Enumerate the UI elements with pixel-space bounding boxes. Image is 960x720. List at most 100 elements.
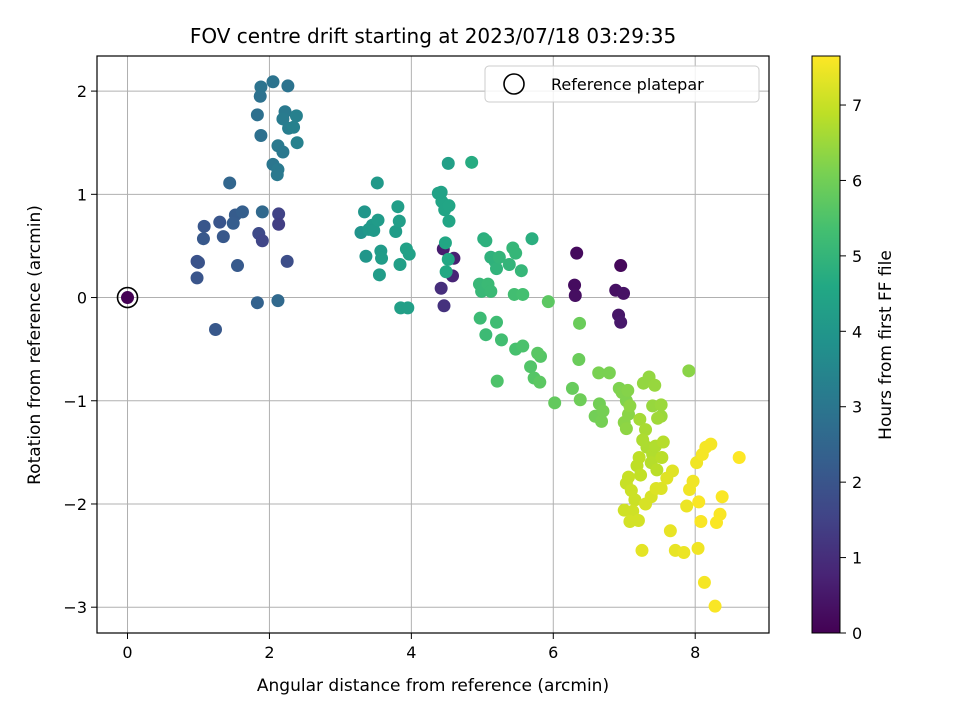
- data-point: [509, 246, 523, 260]
- data-point: [484, 284, 498, 298]
- data-point: [656, 435, 670, 449]
- x-tick-label: 4: [406, 643, 416, 662]
- data-point: [732, 451, 746, 465]
- x-axis-label: Angular distance from reference (arcmin): [257, 676, 609, 696]
- plot-frame: [96, 55, 770, 634]
- data-point: [602, 366, 616, 380]
- chart-title: FOV centre drift starting at 2023/07/18 …: [190, 24, 676, 48]
- y-ticks: −3 −2 −1 0 1 2: [63, 82, 97, 617]
- data-point: [190, 271, 204, 285]
- data-point: [635, 543, 649, 557]
- data-point: [617, 286, 631, 300]
- data-point: [358, 205, 372, 219]
- data-point: [276, 145, 290, 159]
- data-point: [704, 437, 718, 451]
- data-point: [272, 217, 286, 231]
- data-point: [392, 214, 406, 228]
- x-ticks: 0 2 4 6 8: [122, 633, 700, 662]
- data-point: [568, 288, 582, 302]
- data-point: [479, 234, 493, 248]
- y-tick-label: −1: [63, 392, 87, 411]
- data-point: [568, 278, 582, 292]
- data-point: [654, 481, 668, 495]
- data-point: [490, 315, 504, 329]
- colorbar-tick-label: 2: [852, 473, 862, 492]
- data-point: [682, 364, 696, 378]
- colorbar-tick-label: 5: [852, 247, 862, 266]
- y-tick-label: 2: [77, 82, 87, 101]
- y-tick-label: 1: [77, 185, 87, 204]
- legend-marker-reference: [503, 73, 525, 95]
- data-point: [514, 264, 528, 278]
- data-point: [266, 75, 280, 89]
- data-point: [694, 515, 708, 529]
- colorbar-label: Hours from first FF file: [876, 250, 896, 440]
- data-point: [680, 499, 694, 513]
- data-point: [389, 224, 403, 238]
- y-tick-label: −3: [63, 598, 87, 617]
- data-point: [502, 258, 516, 272]
- data-point: [623, 399, 637, 413]
- data-point: [372, 268, 386, 282]
- data-point: [272, 207, 286, 221]
- data-point: [287, 120, 301, 134]
- legend: Reference platepar: [484, 65, 760, 103]
- data-point: [442, 199, 456, 213]
- data-point: [533, 375, 547, 389]
- x-tick-label: 2: [264, 643, 274, 662]
- data-point: [639, 423, 653, 437]
- legend-box: [484, 65, 760, 103]
- data-point: [196, 232, 210, 246]
- data-point: [226, 216, 240, 230]
- data-point: [434, 185, 448, 199]
- data-point: [223, 176, 237, 190]
- data-point: [271, 294, 285, 308]
- data-point: [490, 262, 504, 276]
- data-point: [516, 339, 530, 353]
- data-point: [686, 474, 700, 488]
- colorbar-tick-label: 1: [852, 549, 862, 568]
- data-point: [479, 328, 493, 342]
- data-point: [191, 255, 205, 269]
- colorbar-tick-label: 3: [852, 398, 862, 417]
- y-axis-label: Rotation from reference (arcmin): [25, 205, 45, 485]
- data-point: [367, 223, 381, 237]
- data-point: [677, 545, 691, 559]
- data-point: [650, 463, 664, 477]
- data-point: [595, 414, 609, 428]
- data-point: [254, 80, 268, 94]
- data-point: [250, 296, 264, 310]
- reference-marker: [116, 286, 139, 309]
- data-point: [525, 232, 539, 246]
- data-point: [570, 246, 584, 260]
- data-point: [254, 128, 268, 142]
- x-tick-label: 0: [122, 643, 132, 662]
- data-point: [231, 259, 245, 273]
- data-point: [648, 378, 662, 392]
- data-point: [619, 422, 633, 436]
- data-point: [654, 398, 668, 412]
- data-point: [494, 333, 508, 347]
- data-point: [621, 383, 635, 397]
- data-point: [655, 451, 669, 465]
- colorbar-gradient: [811, 55, 841, 634]
- y-tick-label: 0: [77, 289, 87, 308]
- data-point: [370, 176, 384, 190]
- data-point: [359, 249, 373, 263]
- points: [116, 75, 746, 613]
- colorbar-tick-label: 6: [852, 171, 862, 190]
- data-point: [371, 213, 385, 227]
- data-point: [531, 346, 545, 360]
- colorbar-tick-label: 7: [852, 96, 862, 115]
- data-point: [651, 411, 665, 425]
- data-point: [439, 265, 453, 279]
- data-point: [524, 360, 538, 374]
- data-point: [289, 109, 303, 123]
- data-point: [614, 315, 628, 329]
- data-point: [548, 396, 562, 410]
- data-point: [633, 412, 647, 426]
- data-point: [592, 366, 606, 380]
- data-point: [473, 311, 487, 325]
- data-point: [253, 89, 267, 103]
